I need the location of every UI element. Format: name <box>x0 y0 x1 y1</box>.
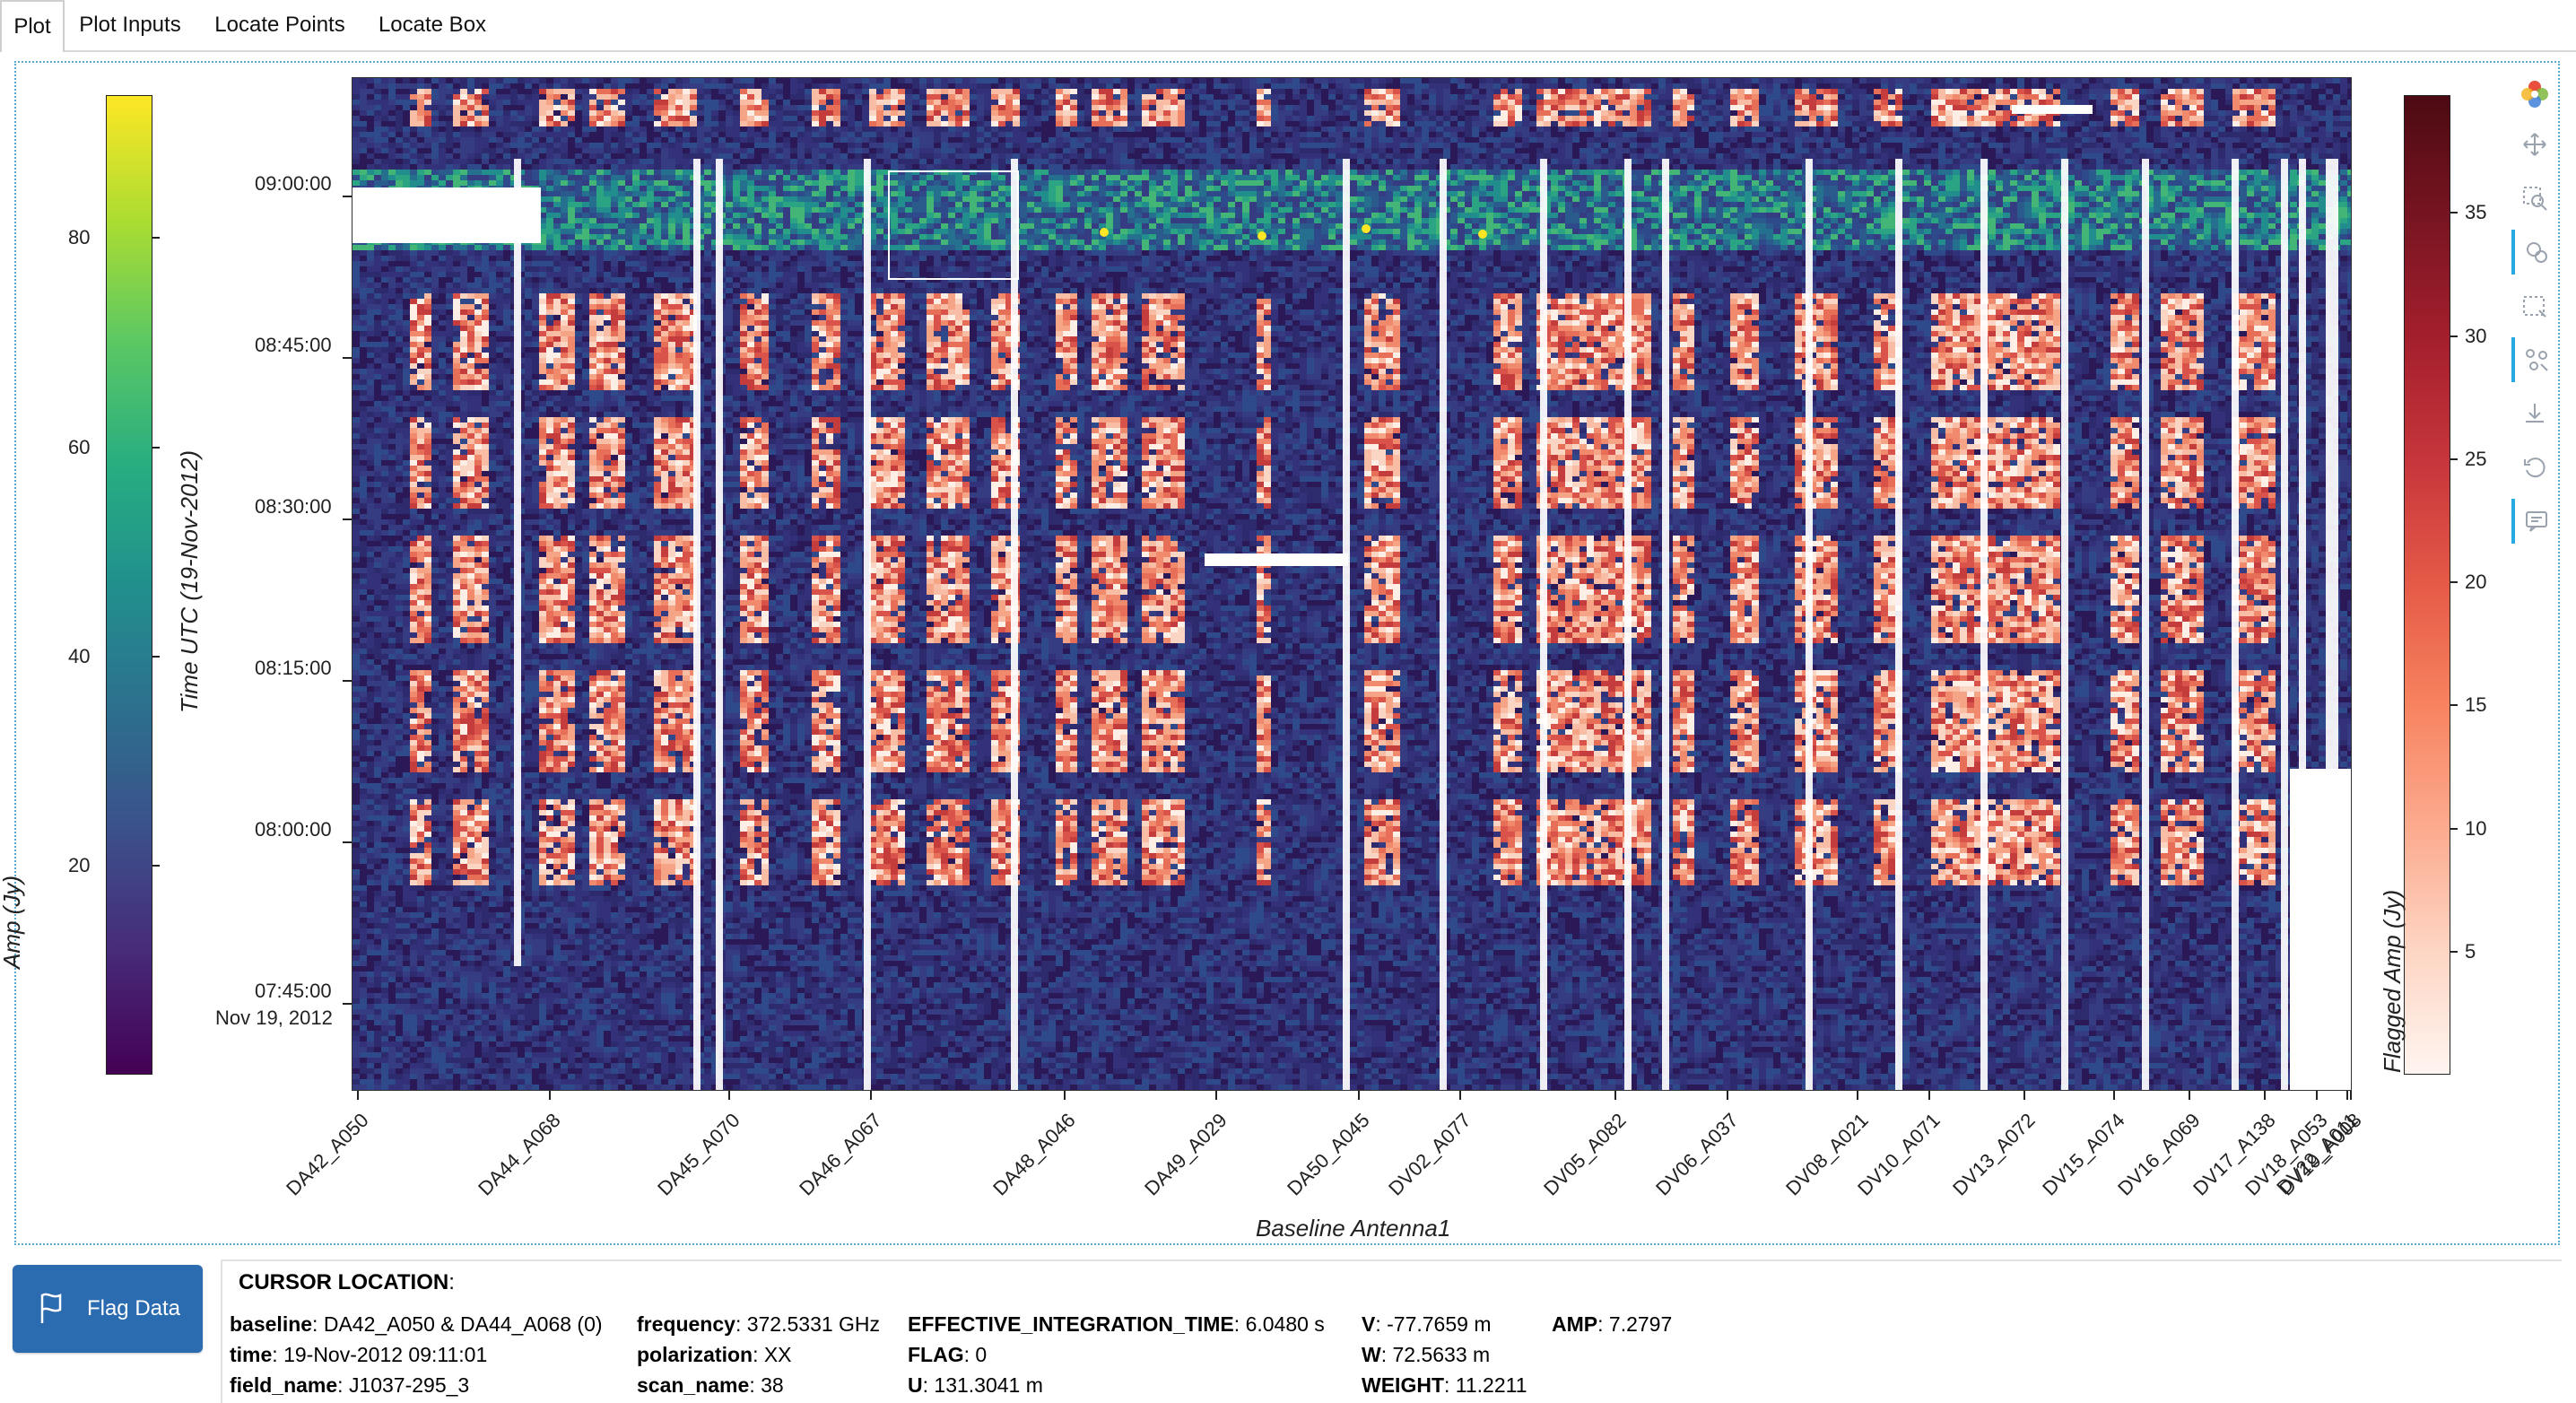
x-tick-mark <box>1727 1091 1728 1100</box>
y-tick-label: 08:15:00 <box>255 657 332 680</box>
box-zoom-icon[interactable] <box>2511 176 2558 221</box>
bokeh-logo-icon[interactable] <box>2511 72 2558 117</box>
cursor-amp: AMP: 7.2797 <box>1552 1312 1672 1337</box>
amp-tick-label: 40 <box>68 645 90 668</box>
y-tick-label: 08:00:00 <box>255 818 332 841</box>
amp-tick-label: 20 <box>68 854 90 877</box>
y-tick-mark <box>343 357 352 359</box>
save-icon[interactable] <box>2511 391 2558 436</box>
y-tick-mark <box>343 518 352 520</box>
amp-tick-label: 80 <box>68 226 90 249</box>
x-tick-mark <box>1614 1091 1616 1100</box>
y-tick-mark <box>343 680 352 682</box>
flag-data-button[interactable]: Flag Data <box>13 1265 203 1353</box>
x-tick-mark <box>728 1091 730 1100</box>
y-tick-label: 08:45:00 <box>255 334 332 357</box>
raster-heatmap[interactable] <box>352 78 2352 1091</box>
cursor-weight: WEIGHT: 11.2211 <box>1362 1373 1527 1398</box>
y-tick-label: 08:30:00 <box>255 495 332 518</box>
y-tick-mark <box>343 1003 352 1005</box>
flagged-amp-tick-mark <box>2450 828 2458 830</box>
pan-icon[interactable] <box>2511 122 2558 167</box>
x-tick-mark <box>2264 1091 2266 1100</box>
flagged-amp-tick-label: 15 <box>2465 693 2486 717</box>
cursor-scan-name: scan_name: 38 <box>637 1373 784 1398</box>
amp-tick-mark <box>152 237 160 239</box>
raster-plot[interactable] <box>352 77 2352 1091</box>
tab-locate-points[interactable]: Locate Points <box>205 0 355 50</box>
y-axis-title: Time UTC (19-Nov-2012) <box>176 450 204 713</box>
tab-plot[interactable]: Plot <box>0 0 65 52</box>
x-tick-mark <box>1358 1091 1360 1100</box>
x-tick-mark <box>357 1091 359 1100</box>
x-tick-mark <box>2350 1091 2352 1100</box>
y-tick-label: 07:45:00 <box>255 980 332 1003</box>
x-tick-mark <box>1215 1091 1217 1100</box>
y-tick-label: 09:00:00 <box>255 172 332 196</box>
cursor-location-title: CURSOR LOCATION: <box>239 1270 455 1295</box>
flag-icon <box>35 1291 71 1327</box>
lasso-select-icon[interactable] <box>2511 337 2558 382</box>
flagged-amp-tick-label: 30 <box>2465 325 2486 348</box>
flagged-amp-tick-label: 20 <box>2465 571 2486 594</box>
plot-toolbar <box>2511 72 2558 574</box>
y-date-label: Nov 19, 2012 <box>215 1006 333 1030</box>
cursor-baseline: baseline: DA42_A050 & DA44_A068 (0) <box>230 1312 603 1337</box>
flagged-amp-tick-mark <box>2450 951 2458 953</box>
x-tick-mark <box>2189 1091 2190 1100</box>
cursor-polarization: polarization: XX <box>637 1343 792 1367</box>
x-tick-mark <box>1459 1091 1461 1100</box>
x-tick-mark <box>2023 1091 2025 1100</box>
tab-locate-box[interactable]: Locate Box <box>368 0 497 50</box>
cursor-v: V: -77.7659 m <box>1362 1312 1491 1337</box>
tab-bar: Plot Plot Inputs Locate Points Locate Bo… <box>0 0 2576 52</box>
flagged-amp-tick-label: 25 <box>2465 448 2486 471</box>
flagged-amp-tick-label: 10 <box>2465 817 2486 841</box>
flagged-amp-tick-label: 5 <box>2465 940 2476 963</box>
amp-colorbar <box>106 95 152 1075</box>
flagged-amp-tick-mark <box>2450 581 2458 583</box>
y-tick-mark <box>343 196 352 197</box>
flagged-amp-tick-label: 35 <box>2465 201 2486 224</box>
cursor-time: time: 19-Nov-2012 09:11:01 <box>230 1343 487 1367</box>
tap-select-icon[interactable] <box>2511 230 2558 274</box>
amp-tick-label: 60 <box>68 436 90 459</box>
x-tick-mark <box>549 1091 551 1100</box>
cursor-w: W: 72.5633 m <box>1362 1343 1490 1367</box>
x-axis-title: Baseline Antenna1 <box>1256 1215 1450 1242</box>
flag-data-label: Flag Data <box>87 1296 180 1321</box>
x-tick-mark <box>2113 1091 2115 1100</box>
flagged-amp-colorbar <box>2404 95 2450 1075</box>
flagged-amp-tick-mark <box>2450 212 2458 214</box>
reset-icon[interactable] <box>2511 445 2558 490</box>
flagged-amp-tick-mark <box>2450 336 2458 337</box>
tab-plot-inputs[interactable]: Plot Inputs <box>72 0 188 50</box>
x-tick-mark <box>1857 1091 1858 1100</box>
cursor-u: U: 131.3041 m <box>908 1373 1043 1398</box>
cursor-effective-integration-time: EFFECTIVE_INTEGRATION_TIME: 6.0480 s <box>908 1312 1325 1337</box>
cursor-field-name: field_name: J1037-295_3 <box>230 1373 469 1398</box>
flagged-amp-tick-mark <box>2450 704 2458 706</box>
y-tick-mark <box>343 841 352 843</box>
x-tick-mark <box>2346 1091 2348 1100</box>
x-tick-mark <box>870 1091 872 1100</box>
amp-colorbar-title: Amp (Jy) <box>0 789 26 969</box>
amp-tick-mark <box>152 447 160 449</box>
amp-tick-mark <box>152 865 160 867</box>
cursor-frequency: frequency: 372.5331 GHz <box>637 1312 880 1337</box>
x-tick-mark <box>2316 1091 2318 1100</box>
hover-icon[interactable] <box>2511 499 2558 544</box>
x-tick-mark <box>1928 1091 1930 1100</box>
amp-tick-mark <box>152 656 160 658</box>
cursor-flag: FLAG: 0 <box>908 1343 987 1367</box>
box-select-icon[interactable] <box>2511 283 2558 328</box>
flagged-amp-tick-mark <box>2450 458 2458 460</box>
flagged-amp-colorbar-title: Flagged Amp (Jy) <box>2379 890 2406 1073</box>
x-tick-mark <box>1064 1091 1066 1100</box>
